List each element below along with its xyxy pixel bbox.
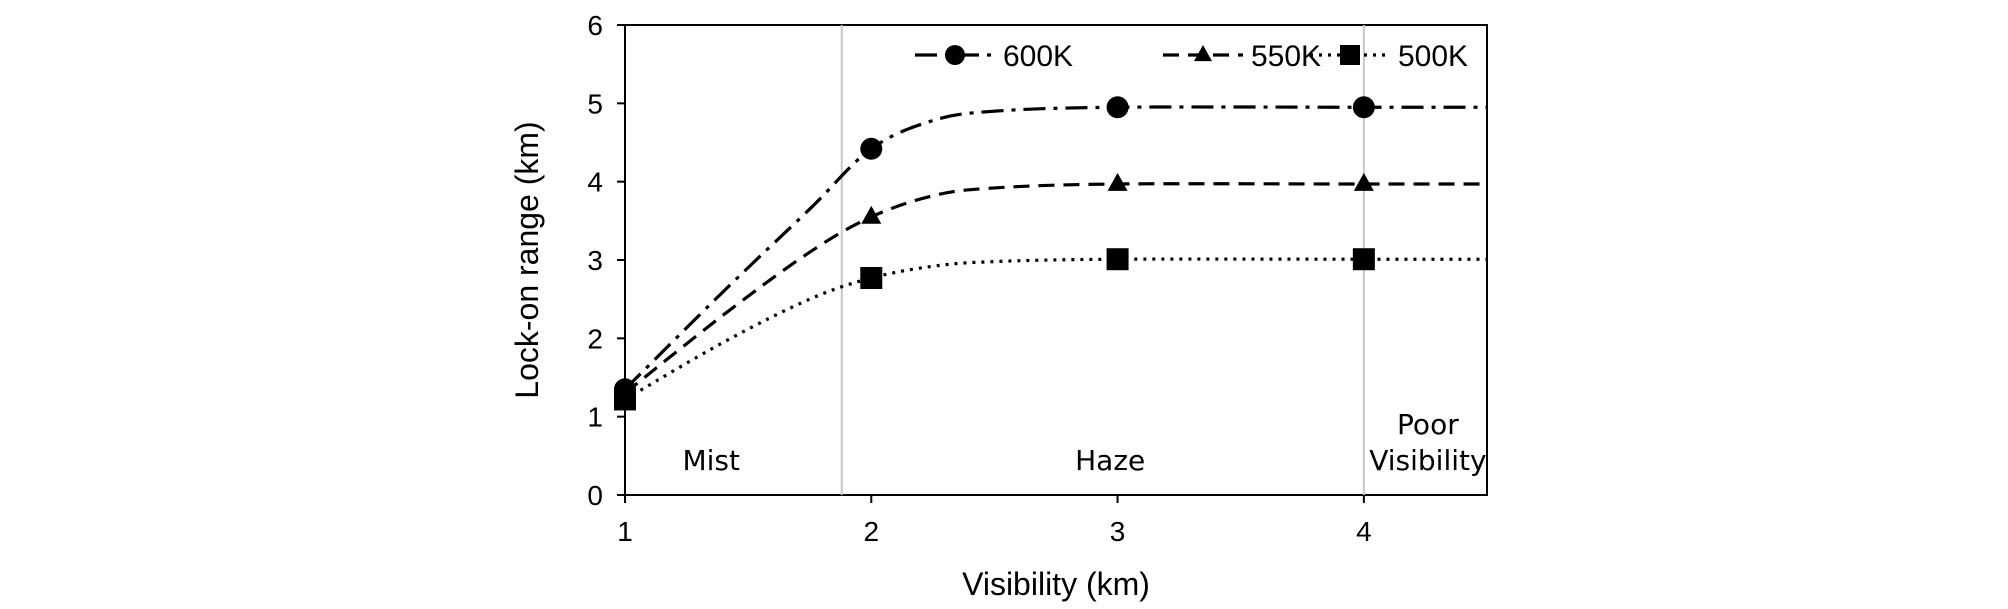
series-line-500K [624,257,1487,401]
legend-marker-550K [1194,44,1212,62]
x-tick-label: 1 [617,516,633,547]
region-label: Visibility [1369,444,1486,477]
legend-marker-500K [1340,45,1360,65]
series-line-550K [624,182,1487,395]
data-point-600K [1352,96,1375,119]
x-axis-title: Visibility (km) [962,566,1150,602]
data-point-500K [1106,248,1129,271]
x-tick-label: 4 [1356,516,1372,547]
y-tick-label: 2 [587,323,603,354]
y-axis-title: Lock-on range (km) [509,121,545,398]
data-point-500K [1352,248,1375,271]
data-point-600K [1106,96,1129,119]
legend-marker-600K [945,45,965,65]
legend-label: 600K [1003,40,1073,73]
legend-label: 500K [1398,40,1468,73]
region-label: Poor [1397,408,1459,441]
region-label: Mist [682,444,740,477]
y-tick-label: 3 [587,245,603,276]
data-point-550K [861,205,882,224]
y-tick-label: 1 [587,402,603,433]
y-tick-label: 6 [587,10,603,41]
data-point-500K [860,267,883,290]
data-point-550K [1353,172,1374,191]
data-point-500K [614,388,636,411]
region-label: Haze [1075,444,1145,477]
x-tick-label: 3 [1110,516,1126,547]
y-tick-label: 0 [587,480,603,511]
y-tick-label: 5 [587,88,603,119]
series-line-600K [623,105,1487,391]
y-tick-label: 4 [587,167,603,198]
data-point-550K [1107,172,1128,191]
legend-label: 550K [1251,40,1321,73]
data-point-600K [860,137,883,160]
x-tick-label: 2 [863,516,879,547]
